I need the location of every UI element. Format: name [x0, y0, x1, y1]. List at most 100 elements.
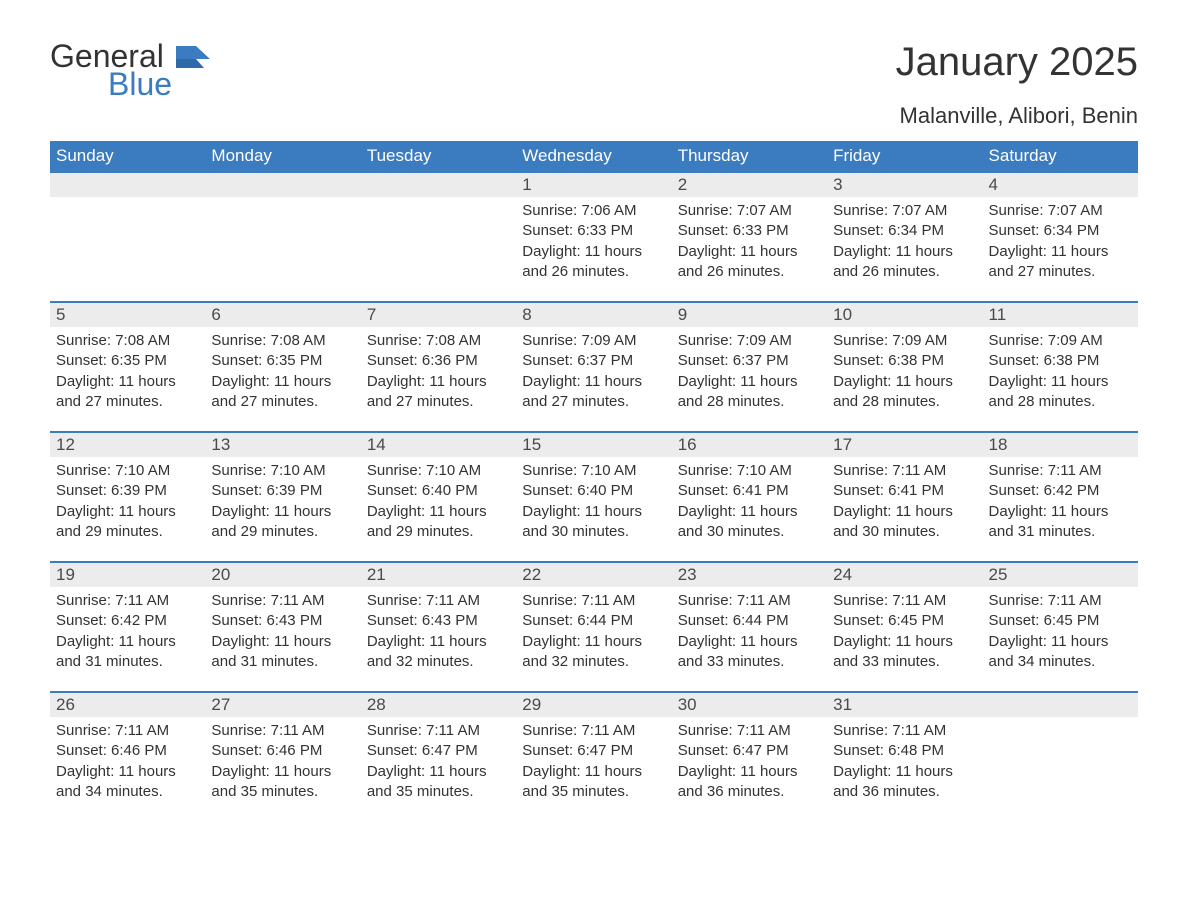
week-row: 12Sunrise: 7:10 AMSunset: 6:39 PMDayligh… — [50, 431, 1138, 561]
day-sunset: Sunset: 6:41 PM — [678, 481, 821, 501]
day-sunrise: Sunrise: 7:11 AM — [367, 721, 510, 741]
day-cell: 30Sunrise: 7:11 AMSunset: 6:47 PMDayligh… — [672, 693, 827, 821]
day-cell: 3Sunrise: 7:07 AMSunset: 6:34 PMDaylight… — [827, 173, 982, 301]
day-daylight1: Daylight: 11 hours — [678, 762, 821, 782]
day-details: Sunrise: 7:08 AMSunset: 6:35 PMDaylight:… — [205, 327, 360, 416]
day-sunrise: Sunrise: 7:08 AM — [367, 331, 510, 351]
day-daylight2: and 33 minutes. — [833, 652, 976, 672]
day-details: Sunrise: 7:11 AMSunset: 6:46 PMDaylight:… — [205, 717, 360, 806]
logo-flag-icon — [176, 46, 210, 77]
logo-text: General Blue — [50, 40, 172, 100]
day-sunrise: Sunrise: 7:11 AM — [211, 721, 354, 741]
day-sunrise: Sunrise: 7:11 AM — [678, 591, 821, 611]
day-daylight1: Daylight: 11 hours — [833, 762, 976, 782]
day-sunset: Sunset: 6:38 PM — [989, 351, 1132, 371]
day-sunset: Sunset: 6:43 PM — [211, 611, 354, 631]
day-daylight1: Daylight: 11 hours — [367, 372, 510, 392]
day-daylight1: Daylight: 11 hours — [367, 762, 510, 782]
day-number: 1 — [516, 173, 671, 197]
day-sunrise: Sunrise: 7:11 AM — [56, 591, 199, 611]
day-cell: 7 Sunrise: 7:08 AMSunset: 6:36 PMDaylight… — [361, 303, 516, 431]
day-sunset: Sunset: 6:39 PM — [211, 481, 354, 501]
day-sunset: Sunset: 6:36 PM — [367, 351, 510, 371]
day-daylight2: and 28 minutes. — [989, 392, 1132, 412]
day-number: 8 — [516, 303, 671, 327]
day-daylight2: and 35 minutes. — [211, 782, 354, 802]
day-sunrise: Sunrise: 7:11 AM — [522, 591, 665, 611]
day-number: 24 — [827, 563, 982, 587]
day-cell: 18Sunrise: 7:11 AMSunset: 6:42 PMDayligh… — [983, 433, 1138, 561]
day-number: 21 — [361, 563, 516, 587]
day-daylight2: and 27 minutes. — [367, 392, 510, 412]
day-details: Sunrise: 7:11 AMSunset: 6:47 PMDaylight:… — [516, 717, 671, 806]
day-number: 25 — [983, 563, 1138, 587]
day-details: Sunrise: 7:09 AMSunset: 6:38 PMDaylight:… — [983, 327, 1138, 416]
day-details: Sunrise: 7:11 AMSunset: 6:47 PMDaylight:… — [672, 717, 827, 806]
day-details: Sunrise: 7:09 AMSunset: 6:37 PMDaylight:… — [516, 327, 671, 416]
header-row: General Blue January 2025 Malanville, Al… — [50, 40, 1138, 129]
day-cell: 26Sunrise: 7:11 AMSunset: 6:46 PMDayligh… — [50, 693, 205, 821]
day-cell: 19Sunrise: 7:11 AMSunset: 6:42 PMDayligh… — [50, 563, 205, 691]
day-number: 28 — [361, 693, 516, 717]
day-sunset: Sunset: 6:35 PM — [211, 351, 354, 371]
day-number: 2 — [672, 173, 827, 197]
day-cell: 21Sunrise: 7:11 AMSunset: 6:43 PMDayligh… — [361, 563, 516, 691]
day-number: 23 — [672, 563, 827, 587]
day-details: Sunrise: 7:11 AMSunset: 6:47 PMDaylight:… — [361, 717, 516, 806]
day-number: 10 — [827, 303, 982, 327]
day-daylight1: Daylight: 11 hours — [56, 372, 199, 392]
day-cell: 14Sunrise: 7:10 AMSunset: 6:40 PMDayligh… — [361, 433, 516, 561]
day-number: 7 — [361, 303, 516, 327]
day-details: Sunrise: 7:11 AMSunset: 6:45 PMDaylight:… — [983, 587, 1138, 676]
day-number: 20 — [205, 563, 360, 587]
day-sunset: Sunset: 6:45 PM — [833, 611, 976, 631]
day-number: 18 — [983, 433, 1138, 457]
weekday-label: Tuesday — [361, 141, 516, 171]
day-number: 15 — [516, 433, 671, 457]
day-sunset: Sunset: 6:43 PM — [367, 611, 510, 631]
day-cell: 29Sunrise: 7:11 AMSunset: 6:47 PMDayligh… — [516, 693, 671, 821]
day-number: 27 — [205, 693, 360, 717]
day-details: Sunrise: 7:09 AMSunset: 6:37 PMDaylight:… — [672, 327, 827, 416]
day-details: Sunrise: 7:11 AMSunset: 6:45 PMDaylight:… — [827, 587, 982, 676]
day-details: Sunrise: 7:10 AMSunset: 6:40 PMDaylight:… — [361, 457, 516, 546]
day-cell: 25Sunrise: 7:11 AMSunset: 6:45 PMDayligh… — [983, 563, 1138, 691]
weekday-label: Sunday — [50, 141, 205, 171]
day-cell: 8Sunrise: 7:09 AMSunset: 6:37 PMDaylight… — [516, 303, 671, 431]
day-daylight1: Daylight: 11 hours — [522, 762, 665, 782]
day-sunset: Sunset: 6:41 PM — [833, 481, 976, 501]
day-daylight1: Daylight: 11 hours — [367, 632, 510, 652]
day-sunset: Sunset: 6:45 PM — [989, 611, 1132, 631]
day-daylight2: and 32 minutes. — [522, 652, 665, 672]
day-cell: 13Sunrise: 7:10 AMSunset: 6:39 PMDayligh… — [205, 433, 360, 561]
day-number: 13 — [205, 433, 360, 457]
day-daylight2: and 28 minutes. — [833, 392, 976, 412]
day-sunrise: Sunrise: 7:10 AM — [56, 461, 199, 481]
day-sunrise: Sunrise: 7:11 AM — [522, 721, 665, 741]
day-sunrise: Sunrise: 7:09 AM — [989, 331, 1132, 351]
day-number: 4 — [983, 173, 1138, 197]
day-sunset: Sunset: 6:40 PM — [367, 481, 510, 501]
day-sunrise: Sunrise: 7:10 AM — [211, 461, 354, 481]
day-details: Sunrise: 7:11 AMSunset: 6:44 PMDaylight:… — [516, 587, 671, 676]
day-sunrise: Sunrise: 7:09 AM — [522, 331, 665, 351]
day-sunset: Sunset: 6:33 PM — [522, 221, 665, 241]
day-number — [983, 693, 1138, 717]
day-daylight2: and 29 minutes. — [367, 522, 510, 542]
day-daylight1: Daylight: 11 hours — [211, 632, 354, 652]
day-sunset: Sunset: 6:47 PM — [367, 741, 510, 761]
day-cell: 16Sunrise: 7:10 AMSunset: 6:41 PMDayligh… — [672, 433, 827, 561]
day-number: 9 — [672, 303, 827, 327]
day-sunset: Sunset: 6:48 PM — [833, 741, 976, 761]
weekday-label: Friday — [827, 141, 982, 171]
day-cell: 28Sunrise: 7:11 AMSunset: 6:47 PMDayligh… — [361, 693, 516, 821]
week-row: 19Sunrise: 7:11 AMSunset: 6:42 PMDayligh… — [50, 561, 1138, 691]
day-daylight2: and 36 minutes. — [678, 782, 821, 802]
day-sunset: Sunset: 6:39 PM — [56, 481, 199, 501]
day-number: 16 — [672, 433, 827, 457]
day-sunset: Sunset: 6:37 PM — [678, 351, 821, 371]
day-details: Sunrise: 7:11 AMSunset: 6:46 PMDaylight:… — [50, 717, 205, 806]
day-daylight2: and 26 minutes. — [522, 262, 665, 282]
day-daylight1: Daylight: 11 hours — [211, 762, 354, 782]
day-number: 30 — [672, 693, 827, 717]
